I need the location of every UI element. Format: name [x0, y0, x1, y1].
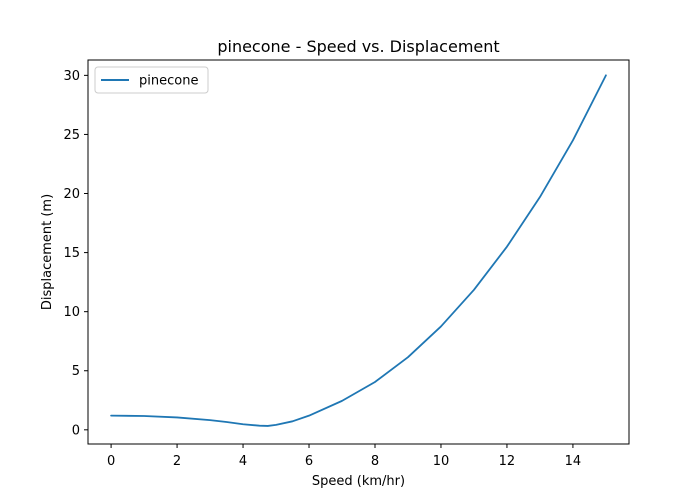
plot-area: [88, 60, 629, 444]
chart-title: pinecone - Speed vs. Displacement: [217, 37, 499, 56]
y-axis-ticks: 0 5 10 15 20 25 30: [63, 69, 88, 438]
legend-box: [94, 66, 209, 94]
y-axis-label: Displacement (m): [40, 194, 55, 310]
y-tick-label: 5: [72, 364, 80, 379]
y-tick-label: 10: [63, 305, 80, 320]
x-tick-label: 10: [433, 454, 450, 469]
x-tick-label: 14: [565, 454, 582, 469]
legend: pinecone: [94, 66, 209, 94]
x-axis-label: Speed (km/hr): [312, 474, 405, 489]
x-tick-label: 12: [499, 454, 516, 469]
x-tick-label: 2: [173, 454, 181, 469]
x-tick-label: 4: [239, 454, 247, 469]
x-tick-label: 8: [371, 454, 379, 469]
y-tick-label: 30: [63, 69, 80, 84]
y-tick-label: 15: [63, 246, 80, 261]
x-axis-ticks: 0 2 4 6 8 10 12 14: [107, 444, 581, 469]
series-layer: [110, 74, 607, 427]
y-tick-label: 25: [63, 128, 80, 143]
x-tick-label: 0: [107, 454, 115, 469]
x-tick-label: 6: [305, 454, 313, 469]
series-line-pinecone: [110, 74, 607, 427]
y-tick-label: 20: [63, 187, 80, 202]
y-tick-label: 0: [72, 423, 80, 438]
plot-frame: [87, 59, 630, 445]
legend-label: pinecone: [139, 74, 198, 89]
